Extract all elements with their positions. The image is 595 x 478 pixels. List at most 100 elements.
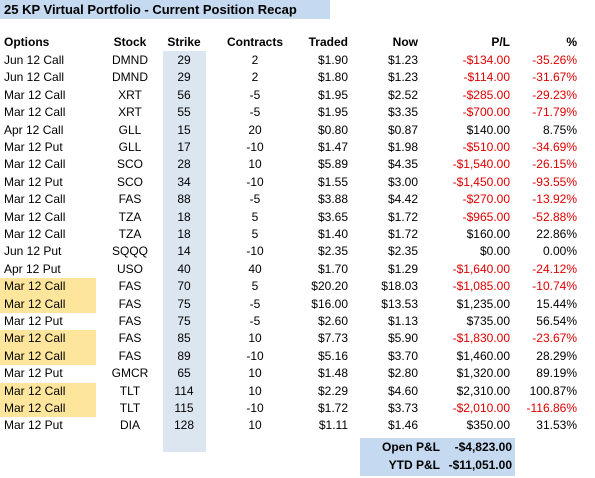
cell: SCO [116, 157, 143, 172]
cell: Mar 12 Put [4, 366, 63, 381]
cell: -$285.00 [462, 87, 510, 102]
cell: $1.72 [387, 209, 418, 224]
total-value: -$11,051.00 [448, 458, 512, 472]
cell: SCO [116, 174, 143, 189]
cell: -23.67% [532, 331, 577, 346]
cell: $4.42 [387, 192, 418, 207]
cell: $3.73 [387, 401, 418, 415]
cell: FAS [118, 279, 142, 294]
cell: $3.88 [317, 192, 348, 207]
cell: GMCR [111, 366, 149, 381]
highlight [0, 278, 96, 296]
cell: $7.73 [317, 331, 348, 346]
cell: $2.80 [387, 366, 418, 381]
cell: XRT [118, 105, 142, 120]
cell: $2.60 [317, 314, 348, 328]
cell: DMND [112, 53, 148, 67]
highlight [0, 295, 96, 313]
highlight [0, 330, 96, 348]
highlight [0, 347, 96, 366]
cell: TLT [119, 401, 141, 415]
cell: 14 [177, 244, 191, 259]
cell: Mar 12 Call [4, 296, 66, 311]
cell: TZA [118, 227, 142, 241]
cell: $3.70 [387, 348, 418, 363]
cell: 2 [251, 70, 259, 85]
highlight [0, 382, 96, 400]
cell: Mar 12 Put [4, 140, 63, 154]
cell: 56.54% [536, 314, 577, 328]
cell: 10 [248, 366, 262, 381]
cell: -10 [246, 244, 264, 259]
cell: 20 [248, 122, 262, 137]
cell: $1.13 [387, 314, 418, 328]
cell: 2 [251, 53, 259, 67]
column-header: Traded [308, 35, 348, 49]
cell: GLL [118, 122, 142, 137]
strike-column-shade [163, 51, 206, 452]
column-header: % [566, 35, 577, 49]
cell: 75 [177, 296, 191, 311]
cell: $2.35 [317, 244, 348, 259]
cell: $1.80 [317, 70, 348, 85]
cell: 5 [251, 209, 259, 224]
cell: -34.69% [532, 140, 577, 154]
cell: GLL [118, 140, 142, 154]
column-header: Strike [167, 35, 201, 49]
cell: Mar 12 Call [4, 209, 66, 224]
cell: -$510.00 [462, 140, 510, 154]
cell: FAS [118, 314, 142, 328]
cell: -71.79% [532, 105, 577, 120]
cell: 0.00% [542, 244, 577, 259]
cell: $1.72 [317, 401, 348, 415]
column-header: Contracts [226, 35, 283, 49]
cell: $1,460.00 [456, 348, 510, 363]
cell: $3.35 [387, 105, 418, 120]
cell: $1.48 [317, 366, 348, 381]
cell: $3.00 [387, 174, 418, 189]
column-header: P/L [491, 35, 510, 49]
cell: Mar 12 Put [4, 174, 63, 189]
cell: Jun 12 Call [4, 70, 65, 85]
cell: -5 [249, 105, 261, 120]
cell: $1.95 [317, 87, 348, 102]
cell: 15.44% [536, 296, 577, 311]
cell: -5 [249, 87, 261, 102]
cell: 40 [248, 261, 262, 276]
cell: $2.52 [387, 87, 418, 102]
cell: $1.40 [317, 227, 348, 241]
cell: -5 [249, 192, 261, 207]
cell: 55 [177, 105, 191, 120]
cell: 128 [173, 418, 195, 433]
cell: $5.89 [317, 157, 348, 172]
cell: 88 [177, 192, 191, 207]
cell: 115 [174, 401, 194, 415]
cell: -$1,830.00 [452, 331, 510, 346]
cell: FAS [118, 348, 142, 363]
total-label: Open P&L [381, 440, 440, 454]
cell: -26.15% [532, 157, 577, 172]
cell: 34 [177, 174, 191, 189]
cell: $1,320.00 [456, 366, 510, 381]
cell: 10 [248, 383, 262, 398]
cell: 29 [177, 53, 191, 67]
cell: -$1,640.00 [452, 261, 510, 276]
cell: 29 [177, 70, 191, 85]
cell: -$1,085.00 [452, 279, 510, 294]
cell: -10 [246, 348, 264, 363]
cell: $1.23 [387, 70, 418, 85]
title: 25 KP Virtual Portfolio - Current Positi… [4, 2, 297, 17]
cell: 114 [174, 383, 194, 398]
cell: -29.23% [532, 87, 577, 102]
cell: $735.00 [466, 314, 510, 328]
cell: Mar 12 Call [4, 157, 66, 172]
cell: Apr 12 Put [4, 261, 61, 276]
cell: $140.00 [466, 122, 510, 137]
cell: Mar 12 Call [4, 87, 66, 102]
cell: $350.00 [466, 418, 510, 433]
cell: -$2,010.00 [452, 401, 510, 415]
cell: $0.00 [479, 244, 510, 259]
cell: -93.55% [532, 174, 577, 189]
cell: $1.72 [387, 227, 418, 241]
